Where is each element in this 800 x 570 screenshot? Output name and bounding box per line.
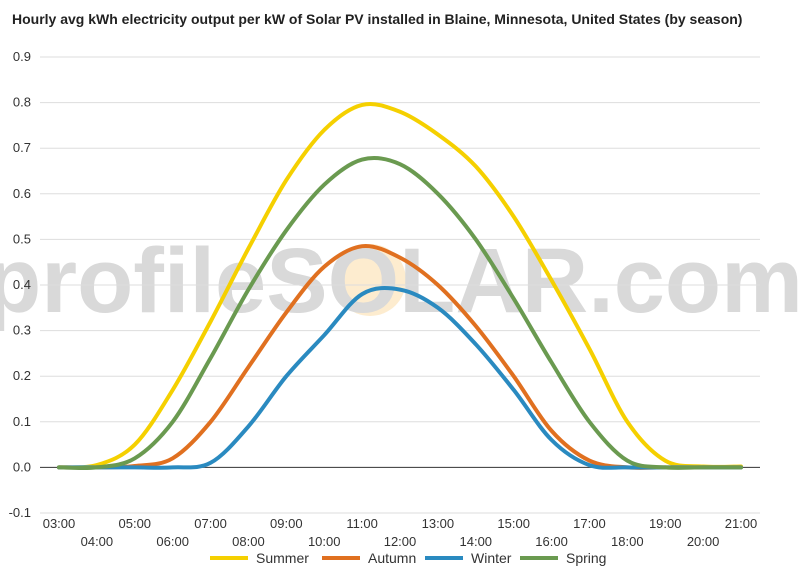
y-tick-label: 0.9 (13, 49, 31, 64)
x-tick-label: 10:00 (308, 534, 341, 549)
x-tick-label: 13:00 (422, 516, 455, 531)
series-line-spring (57, 156, 743, 471)
watermark: profileSOLAR.com (0, 230, 800, 332)
x-tick-label: 21:00 (725, 516, 758, 531)
axis-labels: -0.1 0.0 0.1 0.2 0.3 0.4 0.5 0.6 0.7 0.8 0.9 03:00 0… (9, 49, 758, 549)
legend: Summer Autumn Winter Spring (210, 550, 606, 566)
y-tick-label: 0.3 (13, 323, 31, 338)
series-line-summer (57, 101, 743, 470)
y-tick-label: 0.2 (13, 368, 31, 383)
x-tick-label: 18:00 (611, 534, 644, 549)
y-tick-label: 0.8 (13, 95, 31, 110)
x-tick-label: 05:00 (119, 516, 152, 531)
y-tick-label: 0.1 (13, 414, 31, 429)
y-tick-label: 0.6 (13, 186, 31, 201)
x-tick-label: 16:00 (535, 534, 568, 549)
x-tick-label: 11:00 (346, 516, 378, 531)
x-tick-label: 14:00 (460, 534, 493, 549)
y-tick-label: 0.5 (13, 231, 31, 246)
x-tick-label: 12:00 (384, 534, 417, 549)
chart-title: Hourly avg kWh electricity output per kW… (12, 11, 743, 27)
x-tick-label: 09:00 (270, 516, 303, 531)
x-tick-label: 20:00 (687, 534, 720, 549)
x-tick-label: 04:00 (81, 534, 114, 549)
x-tick-label: 15:00 (497, 516, 530, 531)
series-line-winter (57, 286, 743, 470)
x-tick-label: 19:00 (649, 516, 682, 531)
legend-label-spring: Spring (566, 550, 606, 566)
y-tick-label: 0.0 (13, 459, 31, 474)
y-tick-label: 0.4 (13, 277, 31, 292)
grid-lines (40, 56, 760, 514)
series-lines (57, 101, 743, 471)
legend-label-winter: Winter (471, 550, 512, 566)
legend-label-autumn: Autumn (368, 550, 416, 566)
watermark-text: profileSOLAR.com (0, 230, 800, 332)
watermark-sun-icon (334, 244, 406, 316)
y-tick-label: 0.7 (13, 140, 31, 155)
x-tick-label: 08:00 (232, 534, 265, 549)
x-tick-label: 06:00 (156, 534, 189, 549)
x-tick-label: 17:00 (573, 516, 606, 531)
y-tick-label: -0.1 (9, 505, 31, 520)
x-tick-label: 07:00 (194, 516, 227, 531)
legend-label-summer: Summer (256, 550, 309, 566)
x-tick-label: 03:00 (43, 516, 76, 531)
